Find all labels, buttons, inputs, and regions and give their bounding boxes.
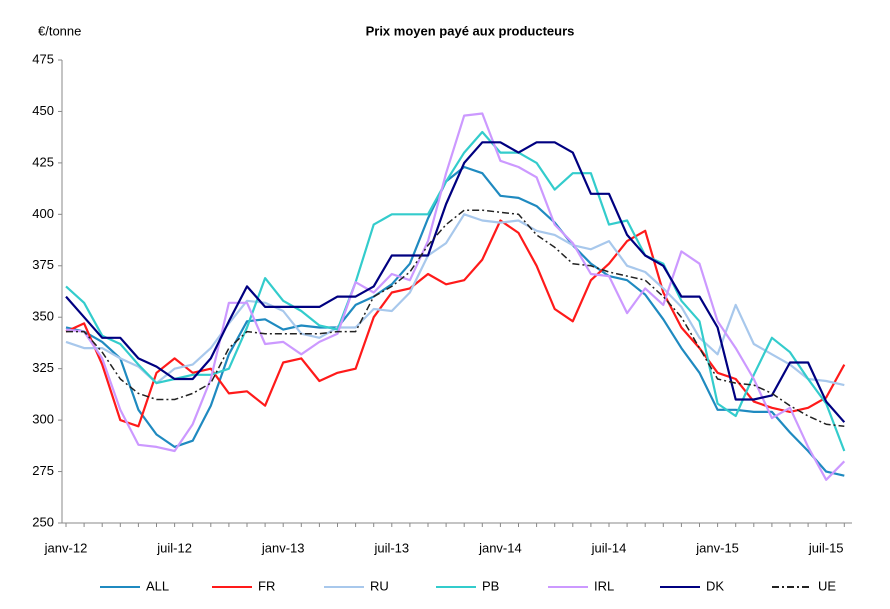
y-axis-label: €/tonne <box>38 23 81 38</box>
y-tick-label: 400 <box>32 206 54 221</box>
x-tick-label: janv-12 <box>44 540 88 555</box>
line-series <box>65 165 845 477</box>
chart-title: Prix moyen payé aux producteurs <box>366 23 575 38</box>
line-series <box>65 112 846 481</box>
line-series <box>65 219 846 428</box>
y-tick-label: 450 <box>32 103 54 118</box>
x-tick-label: juil-13 <box>373 540 409 555</box>
x-tick-label: janv-15 <box>695 540 739 555</box>
x-tick-label: juil-12 <box>156 540 192 555</box>
y-tick-label: 375 <box>32 257 54 272</box>
line-series <box>65 130 846 452</box>
y-tick-label: 425 <box>32 154 54 169</box>
legend-label: RU <box>370 578 389 593</box>
line-series <box>65 213 845 387</box>
legend-label: PB <box>482 578 499 593</box>
y-tick-label: 475 <box>32 51 54 66</box>
y-tick-label: 275 <box>32 463 54 478</box>
x-tick-label: janv-13 <box>261 540 305 555</box>
line-series <box>65 141 846 423</box>
x-tick-label: juil-14 <box>591 540 627 555</box>
legend-label: IRL <box>594 578 614 593</box>
y-tick-label: 325 <box>32 360 54 375</box>
line-series <box>66 209 845 428</box>
x-tick-label: juil-15 <box>808 540 844 555</box>
y-tick-label: 250 <box>32 514 54 529</box>
y-tick-label: 300 <box>32 412 54 427</box>
legend-label: ALL <box>146 578 169 593</box>
y-tick-label: 350 <box>32 309 54 324</box>
legend-label: FR <box>258 578 275 593</box>
legend-label: DK <box>706 578 724 593</box>
legend-label: UE <box>818 578 836 593</box>
x-tick-label: janv-14 <box>478 540 522 555</box>
